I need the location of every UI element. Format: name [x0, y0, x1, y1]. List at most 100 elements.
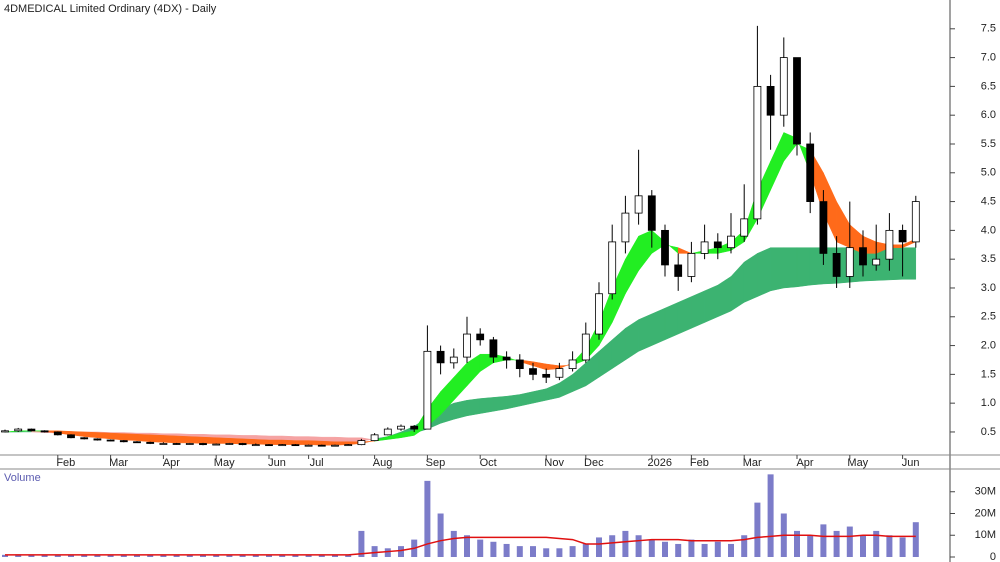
- candle-body: [238, 443, 247, 446]
- volume-bar: [107, 555, 114, 557]
- candle-body: [291, 444, 300, 447]
- x-tick-label: Mar: [109, 457, 128, 469]
- candle-body: [819, 201, 828, 254]
- volume-bar: [886, 535, 893, 557]
- ribbon: [110, 432, 125, 441]
- ribbon: [704, 284, 719, 323]
- y-tick-label: 20M: [975, 507, 996, 519]
- volume-bar: [807, 535, 814, 557]
- volume-bar: [846, 526, 853, 557]
- volume-bar: [728, 543, 734, 557]
- candle-body: [766, 85, 775, 116]
- candle-body: [727, 235, 735, 249]
- x-tick-label: Apr: [796, 457, 813, 469]
- ribbon: [466, 398, 481, 417]
- candle-body: [172, 443, 181, 445]
- y-tick-label: 1.5: [981, 368, 996, 380]
- candle-body: [106, 439, 115, 442]
- candle-body: [383, 428, 392, 436]
- candle-body: [476, 333, 485, 341]
- candle-body: [370, 434, 379, 442]
- volume-bar: [794, 530, 800, 557]
- volume-bar: [41, 554, 48, 557]
- y-tick-label: 5.0: [981, 167, 996, 179]
- candle-body: [1, 430, 9, 433]
- volume-bar: [384, 548, 391, 557]
- volume-bar: [398, 546, 404, 557]
- y-tick-label: 7.5: [981, 23, 996, 35]
- candle-body: [357, 440, 366, 446]
- ribbon: [677, 296, 692, 335]
- ribbon: [281, 439, 296, 445]
- volume-bar: [147, 555, 154, 557]
- chart-title: 4DMEDICAL Limited Ordinary (4DX) - Daily: [4, 3, 217, 15]
- ribbon: [743, 252, 758, 303]
- candle-body: [779, 57, 788, 116]
- volume-bar: [833, 530, 840, 557]
- candle-body: [225, 443, 234, 445]
- candle-body: [449, 356, 458, 364]
- volume-bar: [318, 555, 325, 557]
- volume-bar: [279, 555, 286, 557]
- x-tick-label: Mar: [743, 457, 762, 469]
- x-tick-label: May: [847, 457, 868, 469]
- candle-body: [832, 253, 841, 277]
- ribbon: [163, 435, 177, 444]
- y-tick-label: 0: [990, 551, 996, 562]
- candle-body: [911, 201, 920, 243]
- volume-bar: [556, 548, 563, 557]
- volume-bar: [596, 537, 602, 557]
- ribbon: [638, 313, 653, 352]
- y-tick-label: 1.0: [981, 397, 996, 409]
- x-tick-label: May: [214, 457, 235, 469]
- candle-body: [27, 428, 36, 432]
- candle-body: [845, 247, 854, 277]
- volume-bar: [530, 546, 536, 557]
- candle-body: [674, 264, 683, 277]
- volume-bar: [648, 539, 655, 557]
- candle-body: [119, 440, 128, 443]
- ribbon: [255, 439, 270, 445]
- ribbon: [176, 435, 191, 444]
- ribbon: [136, 434, 151, 443]
- ribbon: [677, 247, 692, 254]
- candle-body: [397, 425, 405, 430]
- ribbon: [479, 397, 494, 414]
- candle-body: [885, 229, 894, 260]
- candle-body: [410, 425, 419, 430]
- candle-body: [423, 350, 432, 430]
- volume-bar: [94, 555, 101, 557]
- ribbon: [334, 436, 349, 443]
- candle-body: [859, 247, 867, 266]
- candle-body: [555, 368, 564, 378]
- candle-body: [53, 431, 62, 436]
- y-tick-label: 4.5: [981, 195, 996, 207]
- ribbon: [268, 439, 283, 445]
- y-tick-label: 0.5: [981, 426, 996, 438]
- volume-title: Volume: [4, 472, 41, 484]
- ribbon: [83, 431, 98, 438]
- candle-body: [740, 218, 749, 237]
- y-tick-label: 10M: [975, 529, 996, 541]
- x-tick-label: Jun: [902, 457, 920, 469]
- volume-bar: [516, 546, 523, 557]
- ribbon: [295, 440, 309, 445]
- ribbon: [189, 436, 204, 444]
- volume-bar: [767, 474, 774, 557]
- candle-body: [93, 438, 102, 441]
- x-tick-label: Apr: [163, 457, 180, 469]
- candle-body: [146, 441, 155, 444]
- volume-bar: [424, 480, 431, 557]
- ribbon: [308, 440, 323, 446]
- x-tick-label: Feb: [56, 457, 75, 469]
- candle-body: [317, 444, 326, 447]
- volume-bar: [609, 535, 616, 557]
- ribbon: [796, 247, 811, 288]
- candle-body: [621, 212, 630, 243]
- candle-body: [793, 57, 801, 145]
- candle-body: [634, 195, 643, 214]
- volume-bar: [68, 555, 74, 557]
- volume-bar: [701, 543, 708, 557]
- x-tick-label: Oct: [480, 457, 497, 469]
